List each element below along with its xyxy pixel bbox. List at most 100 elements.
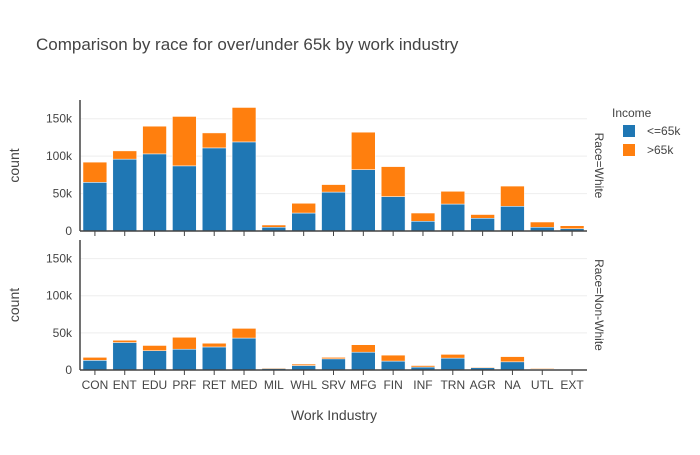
bar[interactable] [291,363,316,366]
bar[interactable] [112,342,137,371]
legend-label: >65k [647,143,674,157]
facet-label: Race=Non-White [592,259,606,351]
legend[interactable]: Income <=65k >65k [612,106,681,157]
x-tick-label: SRV [321,378,345,392]
x-axis-title: Work Industry [291,407,377,423]
bar[interactable] [231,107,257,143]
bar[interactable] [351,169,376,232]
bar[interactable] [202,343,227,348]
bar[interactable] [112,340,137,343]
facets-layer: 0 50k 100k 150k count Race=White 0 50k 100k 150k C… [6,100,606,392]
chart-title: Comparison by race for over/under 65k by… [36,35,459,54]
bar[interactable] [82,182,108,232]
bar[interactable] [351,351,376,371]
facet-label: Race=White [592,133,606,199]
bar[interactable] [530,221,555,228]
legend-title: Income [612,106,652,120]
y-tick-label: 150k [46,252,73,266]
bar[interactable] [172,116,197,167]
legend-item[interactable]: <=65k [623,124,681,138]
y-tick-label: 50k [53,187,73,201]
bar[interactable] [202,346,227,371]
bar[interactable] [440,203,465,232]
bar[interactable] [261,367,287,369]
x-tick-label: MED [231,378,258,392]
legend-swatch [623,125,635,137]
bar[interactable] [82,360,108,371]
bar[interactable] [500,185,525,207]
legend-item[interactable]: >65k [623,143,674,157]
bar[interactable] [380,166,406,197]
x-tick-label: EXT [560,378,584,392]
bar[interactable] [440,354,465,359]
bar[interactable] [500,206,525,232]
x-tick-label: PRF [172,378,196,392]
bar[interactable] [530,368,555,370]
bar[interactable] [231,141,257,232]
bar[interactable] [142,345,167,351]
bar[interactable] [82,161,108,183]
bar[interactable] [261,224,287,228]
bar[interactable] [380,196,406,232]
bar[interactable] [500,356,525,363]
bar[interactable] [142,153,167,232]
facet-panel: 0 50k 100k 150k count Race=White [6,100,606,238]
x-tick-label: ENT [113,378,138,392]
bar[interactable] [500,361,525,371]
bar[interactable] [470,214,495,219]
y-tick-label: 100k [46,289,73,303]
bar[interactable] [112,158,137,232]
x-tick-label: INF [413,378,432,392]
bar[interactable] [351,131,376,170]
x-tick-label: WHL [290,378,317,392]
bar[interactable] [440,191,465,205]
y-tick-label: 150k [46,112,73,126]
x-tick-label: CON [82,378,109,392]
x-tick-label: AGR [470,378,496,392]
bar[interactable] [291,203,316,214]
bar[interactable] [321,358,346,371]
bar[interactable] [231,328,257,339]
bar[interactable] [380,360,406,371]
x-tick-label: TRN [440,378,465,392]
bar[interactable] [470,366,495,369]
bar[interactable] [172,337,197,350]
bar[interactable] [410,212,436,222]
x-tick-label: RET [202,378,227,392]
bar[interactable] [202,132,227,149]
y-tick-label: 0 [65,363,72,377]
bar[interactable] [380,354,406,362]
bar[interactable] [440,357,465,371]
bar[interactable] [559,225,585,230]
x-tick-label: EDU [142,378,167,392]
bar[interactable] [172,165,197,232]
bar[interactable] [202,147,227,232]
bar[interactable] [82,357,108,361]
bar[interactable] [410,365,436,368]
y-axis-title: count [6,148,22,182]
y-tick-label: 100k [46,149,73,163]
bar[interactable] [231,337,257,371]
x-tick-label: MIL [264,378,284,392]
bar[interactable] [321,357,346,360]
legend-label: <=65k [647,124,681,138]
x-tick-label: MFG [350,378,377,392]
x-tick-label: NA [504,378,521,392]
bar[interactable] [172,348,197,371]
bar[interactable] [112,150,137,160]
y-axis-title: count [6,288,22,322]
legend-swatch [623,144,635,156]
bar[interactable] [321,191,346,232]
y-tick-label: 50k [53,326,73,340]
bar[interactable] [142,125,167,155]
x-tick-label: FIN [383,378,402,392]
x-tick-label: UTL [531,378,554,392]
bar[interactable] [291,212,316,232]
bar[interactable] [142,350,167,371]
bar[interactable] [410,221,436,232]
bar[interactable] [351,344,376,353]
bar[interactable] [470,218,495,232]
bar[interactable] [321,184,346,193]
